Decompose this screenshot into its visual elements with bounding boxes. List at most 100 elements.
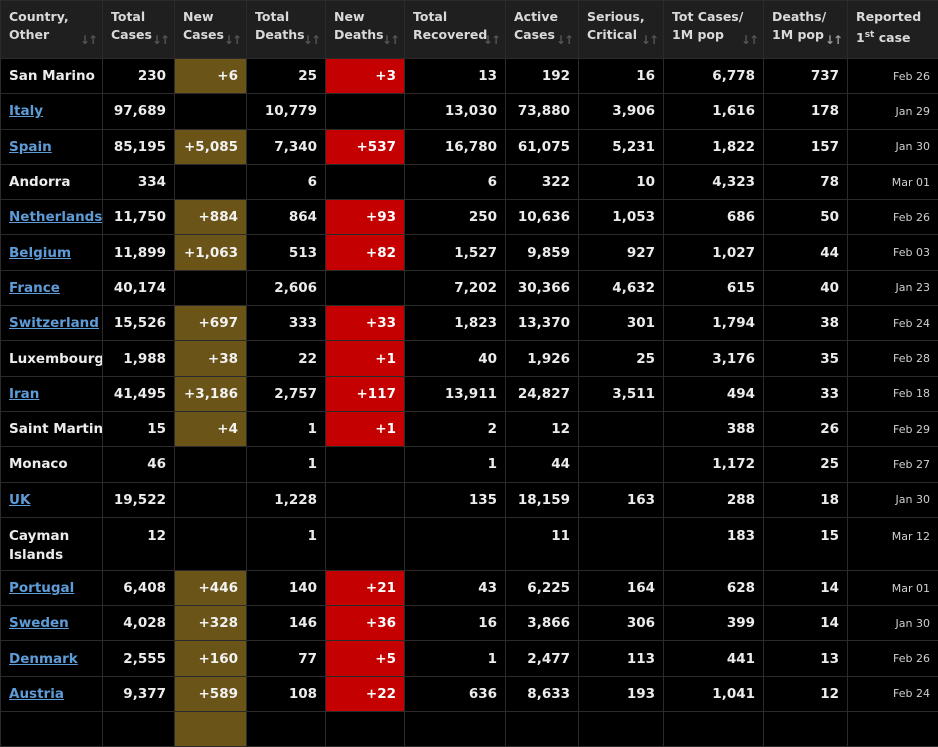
total-cases-cell: 4,028: [103, 606, 175, 641]
sort-arrows-icon[interactable]: ↓↑: [741, 31, 757, 49]
column-header-label: Tot Cases/1M pop: [672, 9, 743, 42]
total-deaths-cell: 1,228: [247, 482, 326, 517]
new-deaths-cell: [326, 447, 405, 482]
total-cases-cell: 334: [103, 164, 175, 199]
country-cell[interactable]: Spain: [1, 129, 103, 164]
serious-cell: [579, 712, 664, 747]
total-recovered-cell: 1: [405, 447, 506, 482]
country-link[interactable]: UK: [9, 492, 30, 508]
active-cases-cell: 44: [506, 447, 579, 482]
sort-arrows-icon[interactable]: ↓↑: [303, 31, 319, 49]
country-cell[interactable]: Portugal: [1, 570, 103, 605]
sort-arrows-icon[interactable]: ↓↑: [80, 31, 96, 49]
first-case-cell: Mar 01: [848, 570, 938, 605]
total-deaths-cell: 2,606: [247, 270, 326, 305]
sort-arrows-icon[interactable]: ↓↑: [556, 31, 572, 49]
country-link[interactable]: Netherlands: [9, 209, 102, 225]
deaths-per-1m-cell: 12: [764, 676, 848, 711]
first-case-cell: Jan 30: [848, 129, 938, 164]
first-case-cell: Feb 26: [848, 641, 938, 676]
active-cases-cell: 192: [506, 59, 579, 94]
total-recovered-cell: 40: [405, 341, 506, 376]
sort-arrows-icon[interactable]: ↓↑: [825, 31, 841, 49]
total-deaths-cell: [247, 712, 326, 747]
total-recovered-cell: 16: [405, 606, 506, 641]
cases-per-1m-cell: 1,616: [664, 94, 764, 129]
total-cases-cell: 41,495: [103, 376, 175, 411]
country-link[interactable]: Portugal: [9, 580, 74, 596]
sort-arrows-icon[interactable]: ↓↑: [224, 31, 240, 49]
cases-per-1m-cell: 441: [664, 641, 764, 676]
country-cell[interactable]: Denmark: [1, 641, 103, 676]
country-link[interactable]: Iran: [9, 386, 39, 402]
country-cell[interactable]: Iran: [1, 376, 103, 411]
new-cases-cell: +3,186: [175, 376, 247, 411]
cases-per-1m-cell: 183: [664, 517, 764, 570]
total-recovered-cell: 1,527: [405, 235, 506, 270]
total-deaths-cell: 1: [247, 411, 326, 446]
first-case-cell: Feb 27: [848, 447, 938, 482]
cases-per-1m-cell: 1,794: [664, 306, 764, 341]
total-cases-cell: 1,988: [103, 341, 175, 376]
country-link[interactable]: Sweden: [9, 615, 69, 631]
sort-arrows-icon[interactable]: ↓↑: [152, 31, 168, 49]
country-cell[interactable]: Netherlands: [1, 200, 103, 235]
new-cases-cell: +446: [175, 570, 247, 605]
column-header-label: Deaths/1M pop: [772, 9, 826, 42]
country-link[interactable]: Spain: [9, 139, 52, 155]
country-cell: Monaco: [1, 447, 103, 482]
total-recovered-cell: [405, 712, 506, 747]
country-cell[interactable]: France: [1, 270, 103, 305]
cases-per-1m-cell: 1,041: [664, 676, 764, 711]
total-deaths-cell: 6: [247, 164, 326, 199]
country-cell: Andorra: [1, 164, 103, 199]
country-link[interactable]: Switzerland: [9, 315, 99, 331]
column-header-label: Country,Other: [9, 9, 69, 42]
total-cases-cell: 46: [103, 447, 175, 482]
sort-arrows-icon[interactable]: ↓↑: [483, 31, 499, 49]
sort-arrows-icon[interactable]: ↓↑: [382, 31, 398, 49]
total-cases-cell: 19,522: [103, 482, 175, 517]
total-recovered-cell: 7,202: [405, 270, 506, 305]
country-link[interactable]: Italy: [9, 103, 43, 119]
country-link[interactable]: Denmark: [9, 651, 78, 667]
country-cell[interactable]: Belgium: [1, 235, 103, 270]
first-case-cell: Feb 28: [848, 341, 938, 376]
total-cases-cell: 2,555: [103, 641, 175, 676]
total-recovered-cell: 1: [405, 641, 506, 676]
first-case-cell: Jan 29: [848, 94, 938, 129]
country-link[interactable]: France: [9, 280, 60, 296]
country-link[interactable]: Austria: [9, 686, 64, 702]
cases-per-1m-cell: 288: [664, 482, 764, 517]
column-header-serious-critical[interactable]: Serious,Critical↓↑: [579, 1, 664, 59]
deaths-per-1m-cell: 15: [764, 517, 848, 570]
country-link[interactable]: Belgium: [9, 245, 71, 261]
serious-cell: 193: [579, 676, 664, 711]
new-deaths-cell: [326, 94, 405, 129]
column-header-cases-per-1m[interactable]: Tot Cases/1M pop↓↑: [664, 1, 764, 59]
country-cell[interactable]: UK: [1, 482, 103, 517]
new-deaths-cell: +117: [326, 376, 405, 411]
country-cell[interactable]: Austria: [1, 676, 103, 711]
column-header-country[interactable]: Country,Other ↓↑: [1, 1, 103, 59]
country-cell[interactable]: Sweden: [1, 606, 103, 641]
country-cell[interactable]: Italy: [1, 94, 103, 129]
sort-arrows-icon[interactable]: ↓↑: [641, 31, 657, 49]
column-header-deaths-per-1m[interactable]: Deaths/1M pop↓↑: [764, 1, 848, 59]
country-cell[interactable]: Switzerland: [1, 306, 103, 341]
total-cases-cell: 15,526: [103, 306, 175, 341]
